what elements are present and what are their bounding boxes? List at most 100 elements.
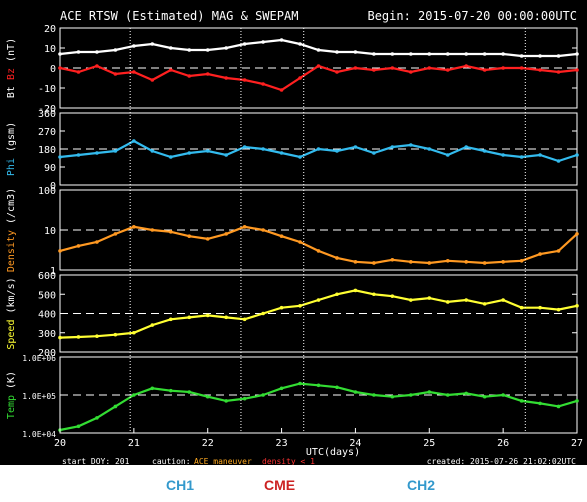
speed-ytick-label: 400: [38, 310, 56, 321]
phi-point: [372, 151, 376, 155]
mag-point: [445, 68, 450, 72]
density-point: [372, 261, 376, 265]
phi-point: [353, 145, 358, 149]
speed-y-label-part: (km/s): [6, 277, 17, 313]
mag-point: [187, 48, 192, 52]
temp-point: [76, 424, 81, 429]
mag-point: [427, 52, 432, 56]
speed-point: [298, 304, 302, 308]
mag-point: [501, 66, 505, 70]
temp-point: [335, 385, 339, 390]
temp-point: [445, 393, 450, 397]
density-point: [482, 261, 487, 265]
mag-point: [390, 66, 395, 70]
mag-ytick-label: -20: [38, 104, 56, 115]
mag-point: [409, 70, 413, 74]
density-y-label-part: Density: [6, 224, 17, 272]
speed-point: [316, 298, 321, 302]
phi-point: [482, 149, 487, 153]
mag-point: [538, 54, 542, 58]
temp-ytick-label: 1.0E+05: [22, 392, 56, 401]
mag-point: [261, 40, 265, 44]
phi-point: [168, 155, 173, 159]
temp-point: [224, 399, 228, 403]
temp-point: [464, 391, 469, 396]
mag-point: [168, 46, 173, 50]
density-point: [261, 228, 265, 232]
temp-point: [427, 390, 432, 394]
speed-point: [168, 317, 173, 322]
temp-point: [409, 393, 413, 397]
phi-point: [205, 149, 210, 153]
density-point: [279, 234, 284, 238]
x-tick-label: 22: [202, 438, 214, 449]
density-ytick-label: 100: [38, 186, 56, 197]
phi-point: [445, 153, 450, 157]
mag-point: [132, 44, 136, 48]
temp-point: [150, 386, 155, 391]
phi-point: [464, 145, 469, 149]
speed-point: [224, 315, 228, 320]
mag-point: [353, 66, 358, 70]
density-point: [298, 240, 302, 244]
phi-point: [113, 149, 118, 153]
speed-point: [279, 305, 284, 310]
mag-point: [464, 64, 469, 68]
density-ytick-label: 10: [44, 226, 56, 237]
speed-ytick-label: 500: [38, 290, 56, 301]
mag-point: [575, 68, 579, 72]
temp-point: [556, 404, 561, 409]
temp-point: [353, 390, 358, 394]
density-ytick-label: 1: [50, 266, 56, 277]
mag-point: [242, 78, 247, 82]
phi-point: [224, 153, 228, 157]
x-tick-label: 25: [423, 438, 435, 449]
mag-point: [113, 72, 118, 76]
density-point: [519, 258, 524, 263]
speed-point: [76, 335, 81, 339]
temp-point: [482, 394, 487, 399]
temp-point: [298, 381, 302, 386]
speed-point: [575, 304, 579, 308]
event-annotations: CH1 CME CH2: [0, 465, 587, 502]
temp-point: [242, 396, 247, 401]
speed-ytick-label: 300: [38, 329, 56, 340]
speed-point: [205, 313, 210, 318]
phi-point: [58, 155, 62, 159]
speed-point: [372, 292, 376, 297]
density-point: [187, 234, 192, 238]
phi-point: [261, 147, 265, 151]
mag-point: [372, 52, 376, 56]
created-time: created: 2015-07-26 21:02:02UTC: [427, 457, 576, 465]
mag-y-label-part: Bz: [6, 62, 17, 86]
speed-point: [519, 305, 524, 310]
density-point: [168, 230, 173, 234]
x-tick-label: 27: [571, 438, 583, 449]
mag-point: [556, 70, 561, 74]
density-point: [132, 225, 136, 229]
speed-point: [58, 335, 62, 340]
phi-point: [95, 151, 99, 155]
x-tick-label: 23: [276, 438, 288, 449]
caution-ace-maneuver: ACE maneuver: [194, 457, 252, 465]
density-point: [501, 260, 505, 264]
speed-y-axis-label: Speed (km/s): [6, 277, 17, 349]
caution-density: density < 1: [262, 457, 315, 465]
mag-point: [353, 50, 358, 54]
density-point: [95, 240, 99, 244]
mag-point: [224, 46, 228, 50]
temp-point: [372, 393, 376, 397]
density-point: [464, 260, 469, 264]
temp-y-label-part: (K): [6, 371, 17, 389]
phi-point: [409, 143, 413, 147]
phi-ytick-label: 360: [38, 109, 56, 120]
x-tick-label: 21: [128, 438, 140, 449]
mag-point: [464, 52, 469, 56]
panel-mag: 20 10 0 -10 -20 Bt Bz (nT): [6, 24, 579, 115]
temp-point: [390, 394, 395, 399]
mag-point: [427, 66, 432, 70]
mag-point: [58, 52, 62, 56]
phi-point: [150, 149, 155, 153]
speed-point: [390, 294, 395, 298]
mag-point: [335, 50, 339, 54]
